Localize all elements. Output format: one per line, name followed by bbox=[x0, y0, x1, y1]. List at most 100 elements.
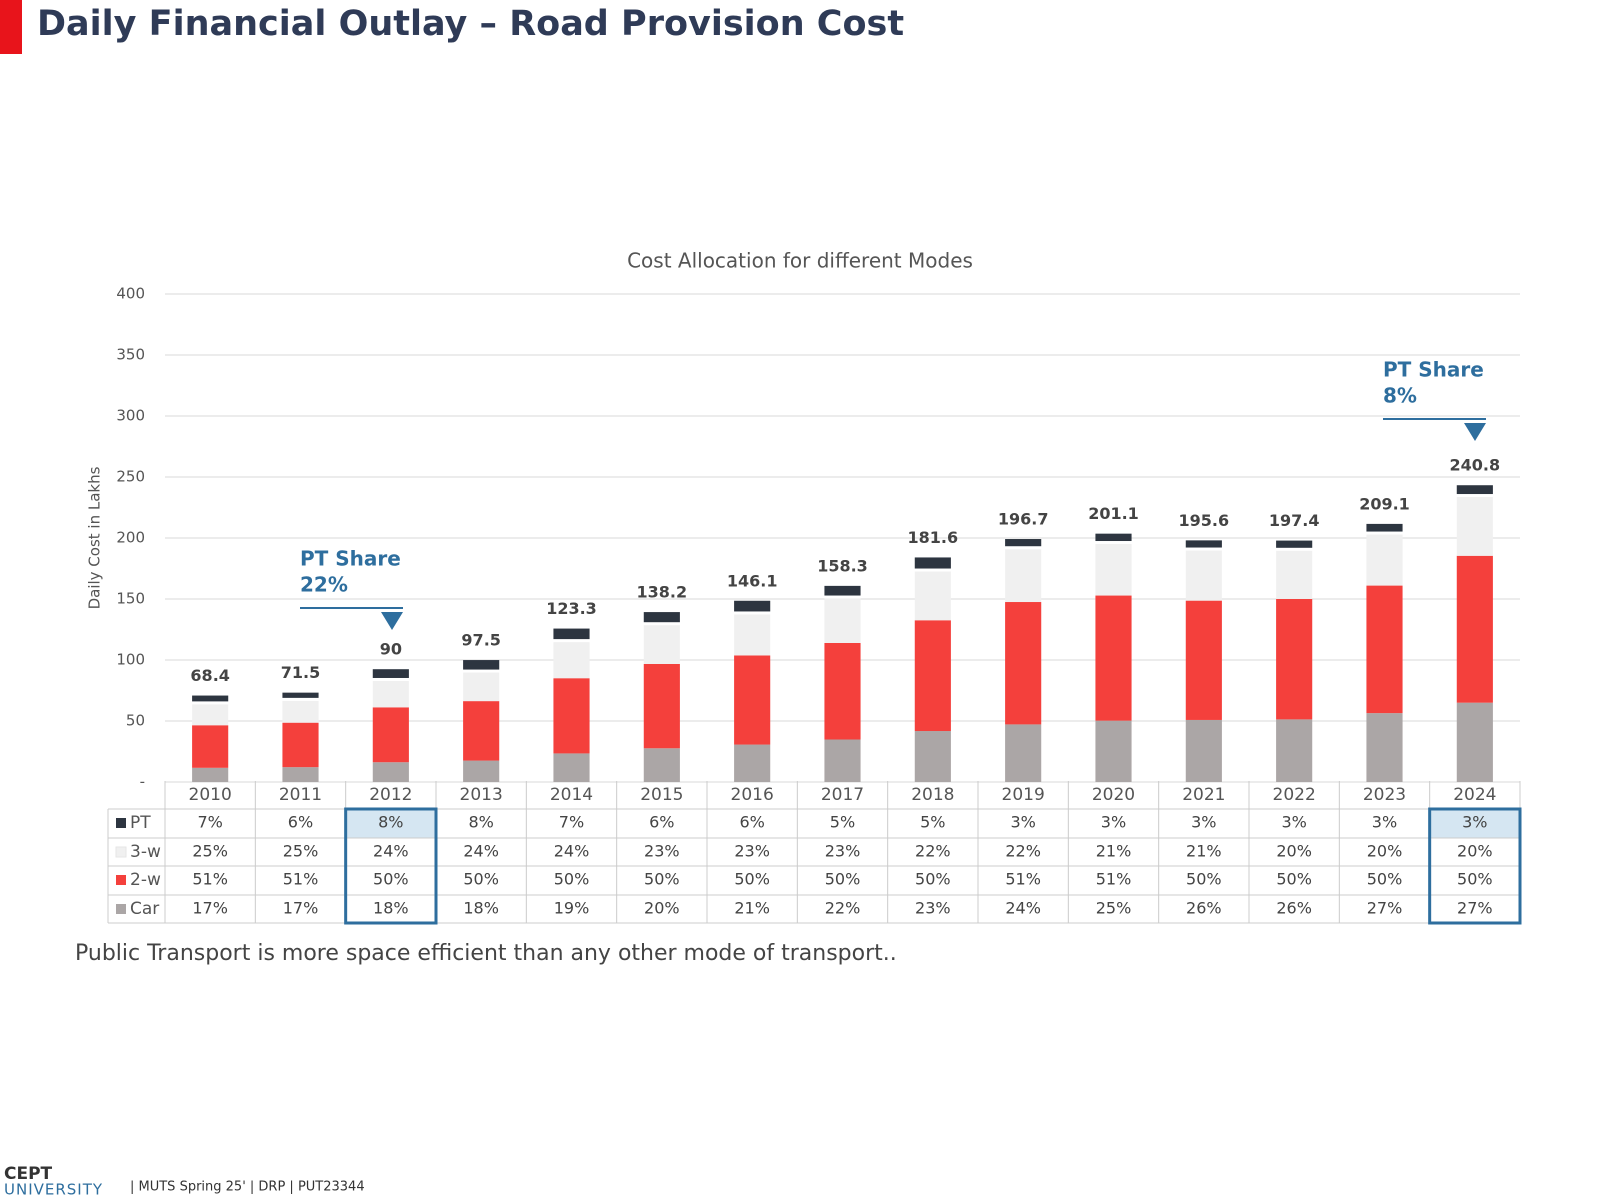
annotation: PT Share bbox=[300, 547, 401, 571]
y-tick-label: 300 bbox=[116, 407, 145, 425]
table-cell: 23% bbox=[915, 899, 951, 918]
bar-segment bbox=[372, 707, 409, 763]
table-cell: 8% bbox=[468, 813, 493, 832]
bar-segment bbox=[643, 748, 680, 782]
x-tick-label: 2023 bbox=[1363, 785, 1406, 805]
bar-segment bbox=[553, 642, 590, 679]
total-label: 71.5 bbox=[281, 663, 320, 682]
bar-segment bbox=[372, 762, 409, 782]
table-cell: 20% bbox=[644, 899, 680, 918]
table-cell: 6% bbox=[288, 813, 313, 832]
bar-segment bbox=[824, 585, 861, 596]
bar-segment bbox=[192, 725, 229, 768]
bar-segment bbox=[192, 767, 229, 782]
bar-segment bbox=[372, 669, 409, 678]
bar-segment bbox=[1456, 555, 1493, 703]
bar-segment bbox=[1276, 719, 1313, 782]
legend-swatch bbox=[116, 904, 126, 914]
total-label: 209.1 bbox=[1359, 494, 1410, 513]
bar-segment bbox=[1366, 534, 1403, 586]
x-tick-label: 2021 bbox=[1182, 785, 1225, 805]
credit: | MUTS Spring 25' | DRP | PUT23344 bbox=[130, 1180, 365, 1195]
x-tick-label: 2017 bbox=[821, 785, 864, 805]
table-cell: 50% bbox=[463, 870, 499, 889]
y-tick-label: 250 bbox=[116, 468, 145, 486]
table-cell: 3% bbox=[1372, 813, 1397, 832]
bar-segment bbox=[1185, 540, 1222, 548]
annotation: PT Share bbox=[1383, 358, 1484, 382]
x-tick-label: 2011 bbox=[279, 785, 322, 805]
table-cell: 50% bbox=[554, 870, 590, 889]
table-cell: 50% bbox=[1457, 870, 1493, 889]
bar-segment bbox=[734, 600, 771, 612]
x-tick-label: 2012 bbox=[369, 785, 412, 805]
bar-segment bbox=[1456, 485, 1493, 495]
chart-title: Cost Allocation for different Modes bbox=[627, 249, 973, 273]
annotation: 8% bbox=[1383, 384, 1417, 408]
bar-segment bbox=[553, 628, 590, 640]
bar-segment bbox=[824, 739, 861, 782]
bar-segment bbox=[282, 722, 319, 768]
table-cell: 5% bbox=[830, 813, 855, 832]
table-cell: 19% bbox=[554, 899, 590, 918]
bar-segment bbox=[282, 767, 319, 782]
table-cell: 25% bbox=[192, 842, 228, 861]
table-cell: 20% bbox=[1457, 842, 1493, 861]
x-tick-label: 2015 bbox=[640, 785, 683, 805]
table-cell: 51% bbox=[283, 870, 319, 889]
bar-segment bbox=[192, 695, 229, 702]
y-tick-label: 200 bbox=[116, 529, 145, 547]
title-accent bbox=[0, 0, 22, 54]
highlight-cell bbox=[1429, 809, 1520, 838]
x-tick-label: 2010 bbox=[189, 785, 232, 805]
bar-segment bbox=[1366, 585, 1403, 714]
bar-segment bbox=[1005, 549, 1042, 603]
bar-segment bbox=[1005, 539, 1042, 547]
table-cell: 22% bbox=[825, 899, 861, 918]
table-cell: 27% bbox=[1367, 899, 1403, 918]
table-cell: 20% bbox=[1367, 842, 1403, 861]
bar-segment bbox=[1095, 544, 1132, 596]
bar-segment bbox=[282, 692, 319, 698]
total-label: 146.1 bbox=[727, 571, 778, 590]
table-cell: 50% bbox=[1276, 870, 1312, 889]
x-tick-label: 2019 bbox=[1002, 785, 1045, 805]
table-cell: 24% bbox=[554, 842, 590, 861]
x-tick-label: 2018 bbox=[911, 785, 954, 805]
table-cell: 50% bbox=[644, 870, 680, 889]
bar-segment bbox=[1005, 724, 1042, 782]
y-tick-label: 50 bbox=[126, 712, 145, 730]
table-cell: 50% bbox=[1367, 870, 1403, 889]
bar-segment bbox=[1095, 595, 1132, 721]
table-cell: 18% bbox=[373, 899, 409, 918]
legend-label: 2-w bbox=[130, 870, 161, 890]
bar-segment bbox=[1456, 497, 1493, 556]
bar-segment bbox=[1005, 602, 1042, 725]
y-tick-label: 350 bbox=[116, 346, 145, 364]
bar-segment bbox=[1095, 720, 1132, 782]
table-cell: 22% bbox=[1005, 842, 1041, 861]
table-cell: 24% bbox=[463, 842, 499, 861]
table-cell: 24% bbox=[1005, 899, 1041, 918]
bar-segment bbox=[1366, 523, 1403, 532]
highlight-box bbox=[344, 807, 438, 925]
bar-segment bbox=[372, 680, 409, 708]
total-label: 196.7 bbox=[998, 510, 1049, 529]
total-label: 201.1 bbox=[1088, 504, 1139, 523]
table-cell: 26% bbox=[1186, 899, 1222, 918]
table-cell: 26% bbox=[1276, 899, 1312, 918]
bar-segment bbox=[553, 678, 590, 754]
bar-segment bbox=[192, 704, 229, 726]
bar-segment bbox=[824, 598, 861, 643]
bar-segment bbox=[734, 655, 771, 745]
total-label: 240.8 bbox=[1450, 456, 1501, 475]
annotation: 22% bbox=[300, 573, 348, 597]
table-cell: 18% bbox=[463, 899, 499, 918]
table-cell: 24% bbox=[373, 842, 409, 861]
total-label: 97.5 bbox=[461, 631, 500, 650]
total-label: 158.3 bbox=[817, 556, 868, 575]
total-label: 68.4 bbox=[190, 666, 229, 685]
table-cell: 22% bbox=[915, 842, 951, 861]
highlight-cell bbox=[345, 809, 436, 838]
legend-label: PT bbox=[130, 813, 151, 833]
